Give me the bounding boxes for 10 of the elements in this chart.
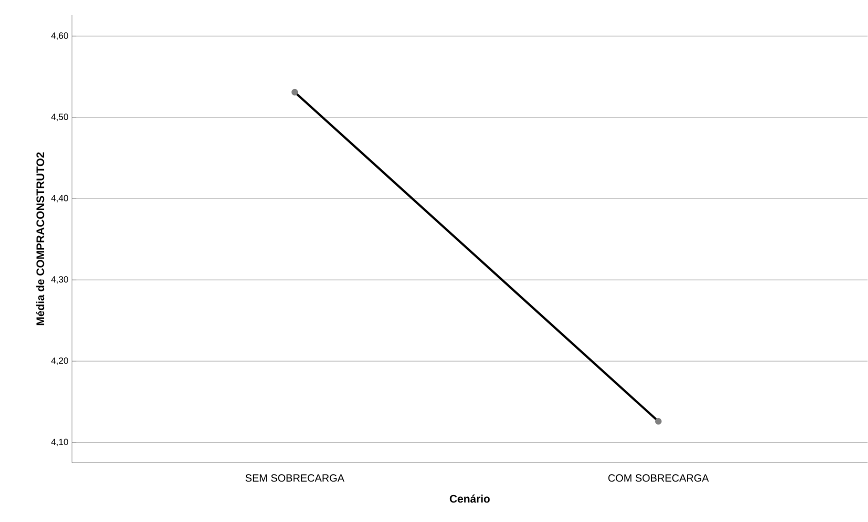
y-tick-label: 4,30 bbox=[51, 276, 68, 284]
y-axis-title: Média de COMPRACONSTRUTO2 bbox=[36, 152, 44, 326]
y-tick-label: 4,10 bbox=[51, 438, 68, 446]
x-tick-label: COM SOBRECARGA bbox=[608, 474, 709, 482]
x-axis-title: Cenário bbox=[450, 494, 490, 503]
y-tick-label: 4,60 bbox=[51, 32, 68, 40]
y-tick-label: 4,50 bbox=[51, 114, 68, 122]
x-tick-label: SEM SOBRECARGA bbox=[246, 474, 344, 482]
y-tick-label: 4,20 bbox=[51, 358, 68, 365]
y-tick-label: 4,40 bbox=[51, 195, 68, 202]
